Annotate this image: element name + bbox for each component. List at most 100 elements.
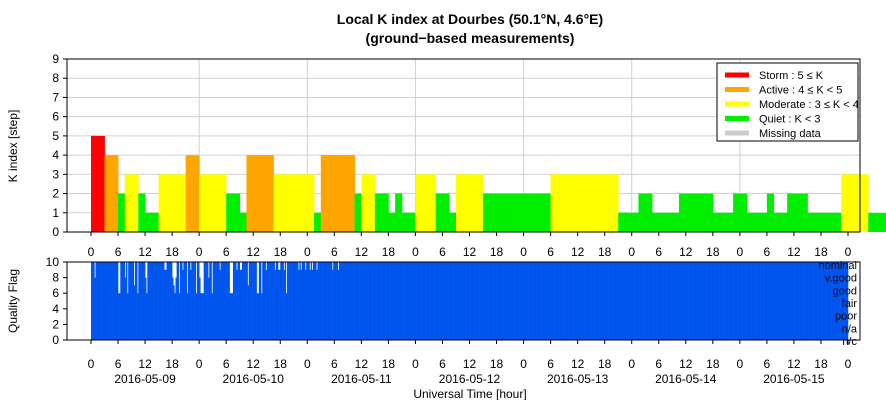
k-tick-label: 0 (52, 225, 59, 239)
quality-bar (831, 262, 833, 340)
legend-entry-label: Missing data (759, 128, 822, 140)
quality-bar (309, 269, 311, 340)
k-bar (854, 174, 862, 232)
k-bar (327, 155, 335, 232)
quality-bar (414, 262, 416, 340)
quality-bar (560, 262, 563, 340)
quality-bar (194, 262, 197, 340)
quality-bar (96, 262, 99, 340)
quality-bar (549, 262, 551, 340)
quality-bar (587, 262, 590, 340)
quality-bar (149, 262, 152, 340)
quality-bar (122, 262, 124, 340)
quality-bar (294, 262, 297, 340)
quality-bar (651, 262, 654, 340)
quality-bar (626, 262, 628, 340)
quality-bar (578, 262, 581, 340)
k-x-tick-label: 12 (679, 245, 693, 259)
quality-bar (381, 262, 384, 340)
quality-bar (796, 262, 798, 340)
quality-bar (145, 277, 147, 340)
date-label: 2016-05-14 (655, 372, 717, 386)
quality-bar (481, 262, 484, 340)
q-tick-label: 6 (52, 286, 59, 300)
quality-bar (305, 269, 307, 340)
quality-bar (724, 262, 726, 340)
quality-bar (556, 262, 558, 340)
date-label: 2016-05-09 (114, 372, 176, 386)
quality-bar (725, 262, 727, 340)
quality-bar (483, 262, 485, 340)
quality-bar (291, 262, 293, 340)
quality-bar (119, 293, 121, 340)
quality-bar (184, 262, 186, 340)
quality-bar (416, 262, 418, 340)
k-tick-label: 6 (52, 110, 59, 124)
quality-bar (165, 269, 167, 340)
k-bar (685, 193, 693, 232)
quality-bar (713, 262, 716, 340)
k-bar (820, 212, 829, 232)
quality-bar (406, 262, 408, 340)
q-x-tick-label: 0 (304, 357, 311, 371)
k-x-tick-label: 18 (490, 245, 504, 259)
quality-bar (280, 262, 282, 340)
quality-bar (332, 269, 334, 340)
quality-bar (343, 262, 345, 340)
quality-bar (365, 262, 368, 340)
quality-bar (373, 262, 376, 340)
quality-bar (196, 262, 199, 340)
quality-bar (752, 262, 754, 340)
quality-bar (582, 262, 584, 340)
date-label: 2016-05-12 (439, 372, 501, 386)
quality-bar (391, 262, 394, 340)
quality-bar (711, 262, 714, 340)
q-tick-label: 4 (52, 302, 59, 316)
quality-bar (125, 262, 128, 340)
quality-bar (487, 262, 489, 340)
quality-bar (374, 262, 377, 340)
quality-bar (480, 262, 483, 340)
quality-bar (755, 262, 758, 340)
quality-bar (213, 262, 216, 340)
quality-bar (809, 262, 812, 340)
quality-bar (475, 262, 477, 340)
quality-bar (538, 262, 540, 340)
quality-bar (715, 262, 717, 340)
k-x-tick-label: 18 (598, 245, 612, 259)
k-bar (124, 174, 132, 232)
k-bar (814, 212, 822, 232)
quality-bar (797, 262, 799, 340)
quality-bar (649, 262, 652, 340)
quality-bar (603, 262, 605, 340)
q-x-tick-label: 0 (628, 357, 635, 371)
quality-bar (614, 262, 617, 340)
k-bar (219, 174, 227, 232)
quality-bar (637, 262, 639, 340)
quality-bar (185, 262, 188, 340)
quality-bar (140, 262, 142, 340)
k-bar (415, 174, 423, 232)
quality-bar (227, 262, 229, 340)
quality-bar (795, 262, 797, 340)
quality-bar (789, 262, 791, 340)
q-x-tick-label: 0 (520, 357, 527, 371)
quality-bar (378, 262, 380, 340)
k-bar (523, 193, 531, 232)
quality-bar (684, 262, 687, 340)
k-x-tick-label: 6 (764, 245, 771, 259)
quality-bar (362, 262, 364, 340)
quality-bar (190, 269, 192, 340)
quality-bar (422, 262, 424, 340)
quality-bar (236, 269, 238, 340)
quality-level-label: good (833, 285, 857, 297)
quality-bar (546, 262, 548, 340)
quality-bar (486, 262, 488, 340)
quality-bar (207, 262, 209, 340)
quality-bar (591, 262, 593, 340)
quality-bar (273, 262, 275, 340)
legend-entry-label: Storm : 5 ≤ K (759, 70, 824, 82)
quality-bar (354, 262, 357, 340)
quality-bar (404, 262, 406, 340)
quality-bar (218, 262, 220, 340)
